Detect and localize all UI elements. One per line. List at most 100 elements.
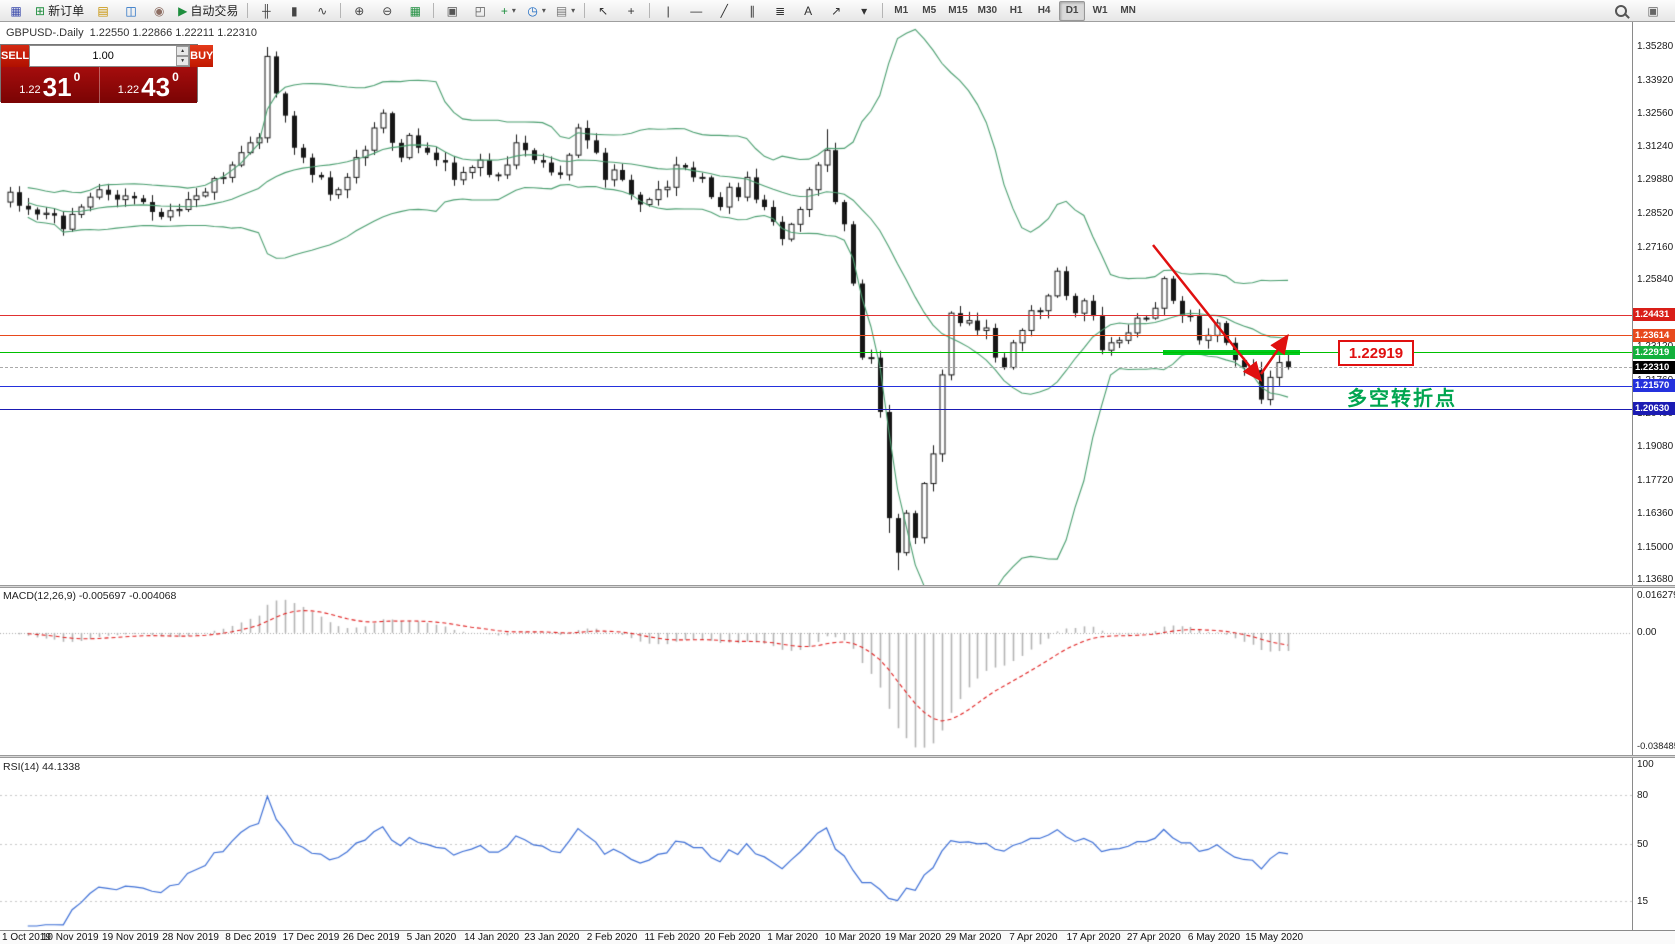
charts-icon-glyph: ▤ [97, 3, 109, 18]
rsi-canvas[interactable] [0, 758, 1632, 930]
time-axis[interactable]: 1 Oct 2019 10 Nov 2019 19 Nov 2019 28 Nov 2… [0, 930, 1675, 944]
toolbar-right-icons: ▣ [1607, 1, 1673, 21]
macd-axis-zero-label: 0.00 [1637, 626, 1657, 638]
date-axis-label: 1 Mar 2020 [767, 932, 818, 943]
date-axis-label: 14 Jan 2020 [464, 932, 520, 943]
date-axis-label: 19 Nov 2019 [102, 932, 159, 943]
trendline-icon-button[interactable]: ╱ [711, 1, 737, 21]
bar-chart-icon-glyph: ╫ [262, 3, 271, 18]
date-axis-label: 17 Apr 2020 [1066, 932, 1121, 943]
date-axis-label: 17 Dec 2019 [282, 932, 340, 943]
vertical-line-icon-button[interactable]: | [655, 1, 681, 21]
search-icon-button[interactable] [1608, 1, 1634, 21]
window-icon: ▣ [1647, 3, 1659, 18]
toolbar-separator [433, 3, 435, 18]
date-axis-label: 5 Jan 2020 [406, 932, 457, 943]
horizontal-level-line[interactable] [0, 385, 1632, 387]
zoom-in-icon-button[interactable]: ⊕ [346, 1, 372, 21]
pane-resize-handle[interactable] [0, 585, 1675, 588]
text-label-icon-button[interactable]: A [795, 1, 821, 21]
candlestick-chart-icon-button[interactable]: ▮ [281, 1, 307, 21]
price-axis[interactable] [1632, 22, 1675, 930]
mt4-app-icon-button[interactable]: ▦ [3, 1, 29, 21]
date-axis-label: 7 Apr 2020 [1009, 932, 1058, 943]
price-axis-label: 1.35280 [1637, 41, 1674, 52]
channel-icon-button[interactable]: ∥ [739, 1, 765, 21]
timeframe-m15-button[interactable]: M15 [948, 5, 968, 16]
rsi-axis-label-100: 100 [1637, 759, 1654, 770]
sell-price-display[interactable]: 1.22 31 0 [1, 67, 99, 103]
timeframe-h1-button[interactable]: H1 [1009, 5, 1023, 16]
templates-button-caret: ▾ [571, 6, 576, 15]
sell-price-pips: 31 [42, 72, 72, 102]
timeframe-m30-button[interactable]: M30 [977, 5, 998, 16]
fibonacci-icon-glyph: ≣ [775, 3, 786, 18]
arrows-icon-glyph: ↗ [831, 3, 842, 18]
cursor-icon-button[interactable]: ↖ [590, 1, 616, 21]
date-axis-label: 1 Oct 2019 [2, 932, 51, 943]
volume-down-button[interactable]: ▼ [176, 56, 190, 66]
price-axis-label: 1.31240 [1637, 140, 1674, 152]
fibonacci-icon-button[interactable]: ≣ [767, 1, 793, 21]
shapes-dropdown-button[interactable]: ▾ [851, 1, 877, 21]
timeframe-mn-button[interactable]: MN [1120, 5, 1136, 16]
timeframe-h4-button[interactable]: H4 [1037, 5, 1051, 16]
buy-price-prefix: 1.22 [117, 84, 140, 96]
price-level-callout[interactable]: 1.22919 [1338, 340, 1414, 366]
arrows-icon-button[interactable]: ↗ [823, 1, 849, 21]
tile-windows-icon-button[interactable]: ▣ [439, 1, 465, 21]
buy-button[interactable]: BUY [190, 45, 214, 67]
autotrading-button-label: 自动交易 [190, 4, 239, 18]
grid-icon-button[interactable]: ▦ [402, 1, 428, 21]
price-tag-1.24431: 1.24431 [1633, 308, 1675, 322]
macd-axis-max-label: 0.016279 [1637, 590, 1675, 601]
price-chart-canvas[interactable] [0, 22, 1632, 585]
price-tag-1.22310: 1.22310 [1633, 360, 1675, 374]
price-tag-1.22919: 1.22919 [1633, 345, 1675, 359]
charts-icon-button[interactable]: ▤ [90, 1, 116, 21]
horizontal-level-line[interactable] [0, 352, 1632, 354]
date-axis-label: 10 Nov 2019 [41, 932, 99, 943]
timeframe-d1-button[interactable]: D1 [1059, 0, 1086, 21]
price-axis-label: 1.29880 [1637, 174, 1674, 186]
crosshair-icon-button[interactable]: + [618, 1, 644, 21]
timeframe-m5-button[interactable]: M5 [922, 5, 937, 16]
buy-price-display[interactable]: 1.22 43 0 [100, 67, 198, 103]
horizontal-level-line[interactable] [0, 408, 1632, 410]
timeframe-w1-button[interactable]: W1 [1092, 5, 1108, 16]
horizontal-level-line[interactable] [0, 314, 1632, 316]
volume-input[interactable] [30, 46, 177, 66]
price-axis-label: 1.27160 [1637, 241, 1674, 253]
autotrading-button[interactable]: ▶ 自动交易 [174, 1, 242, 21]
new-order-button-label: 新订单 [48, 4, 85, 18]
new-order-button[interactable]: ⊞ 新订单 [31, 1, 88, 21]
templates-button[interactable]: ▤ ▾ [552, 1, 579, 21]
add-indicator-button[interactable]: + ▾ [495, 1, 521, 21]
market-watch-icon-button[interactable]: ◫ [118, 1, 144, 21]
date-axis-label: 26 Dec 2019 [342, 932, 400, 943]
sell-button[interactable]: SELL [1, 45, 30, 67]
horizontal-level-line[interactable] [0, 335, 1632, 337]
mt4-app-icon-glyph: ▦ [10, 3, 22, 18]
zoom-out-icon-button[interactable]: ⊖ [374, 1, 400, 21]
price-axis-label: 1.32560 [1637, 108, 1674, 120]
data-window-icon-button[interactable]: ◉ [146, 1, 172, 21]
date-axis-label: 28 Nov 2019 [162, 932, 219, 943]
line-chart-icon-button[interactable]: ∿ [309, 1, 335, 21]
turning-point-annotation[interactable]: 多空转折点 [1347, 388, 1457, 410]
price-tag-1.23614: 1.23614 [1633, 328, 1675, 342]
current-price-line [0, 367, 1632, 369]
timeframe-m1-button[interactable]: M1 [894, 5, 909, 16]
panels-icon-button[interactable]: ▣ [1640, 1, 1666, 21]
periods-clock-button[interactable]: ◷ ▾ [523, 1, 550, 21]
macd-canvas[interactable] [0, 588, 1632, 755]
date-axis-label: 29 Mar 2020 [945, 932, 1002, 943]
price-axis-label: 1.13680 [1637, 574, 1674, 586]
volume-up-button[interactable]: ▲ [176, 46, 190, 56]
rsi-axis-label-80: 80 [1637, 790, 1649, 801]
bar-chart-icon-button[interactable]: ╫ [253, 1, 279, 21]
pane-resize-handle[interactable] [0, 755, 1675, 758]
rsi-axis-label-15: 15 [1637, 896, 1649, 907]
cascade-windows-icon-button[interactable]: ◰ [467, 1, 493, 21]
horizontal-line-icon-button[interactable]: — [683, 1, 709, 21]
